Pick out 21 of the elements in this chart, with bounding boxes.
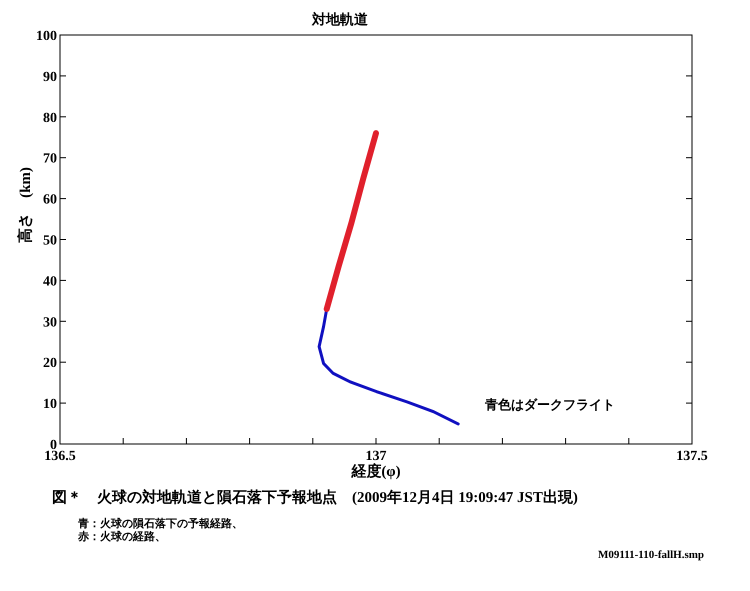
y-tick-label: 70 [43,152,57,167]
x-tick-label: 136.5 [44,449,76,464]
annotation: 青色はダークフライト [484,397,615,412]
y-tick-label: 80 [43,110,57,126]
y-tick-label: 20 [43,356,57,372]
y-tick-label: 40 [43,274,57,290]
chart-title: 対地軌道 [311,11,369,28]
text: M09111-110-fallH.smp [598,549,704,561]
y-tick-label: 30 [43,315,57,330]
x-tick-label: 137 [366,449,386,464]
y-tick-label: 100 [36,29,57,44]
y-tick-label: 10 [43,397,57,412]
text: 図＊ 火球の対地軌道と隕石落下予報地点 (2009年12月4日 19:09:47 JST出現) [52,488,578,506]
y-axis-title: 高さ (km) [16,167,34,243]
y-tick-label: 60 [43,192,57,208]
text: 赤：火球の経路、 [77,530,166,543]
x-tick-label: 137.5 [676,449,708,464]
y-tick-label: 90 [43,70,57,85]
x-axis-title: 経度(φ) [350,462,401,480]
text: 青：火球の隕石落下の予報経路、 [77,517,243,530]
y-tick-label: 50 [43,234,57,248]
